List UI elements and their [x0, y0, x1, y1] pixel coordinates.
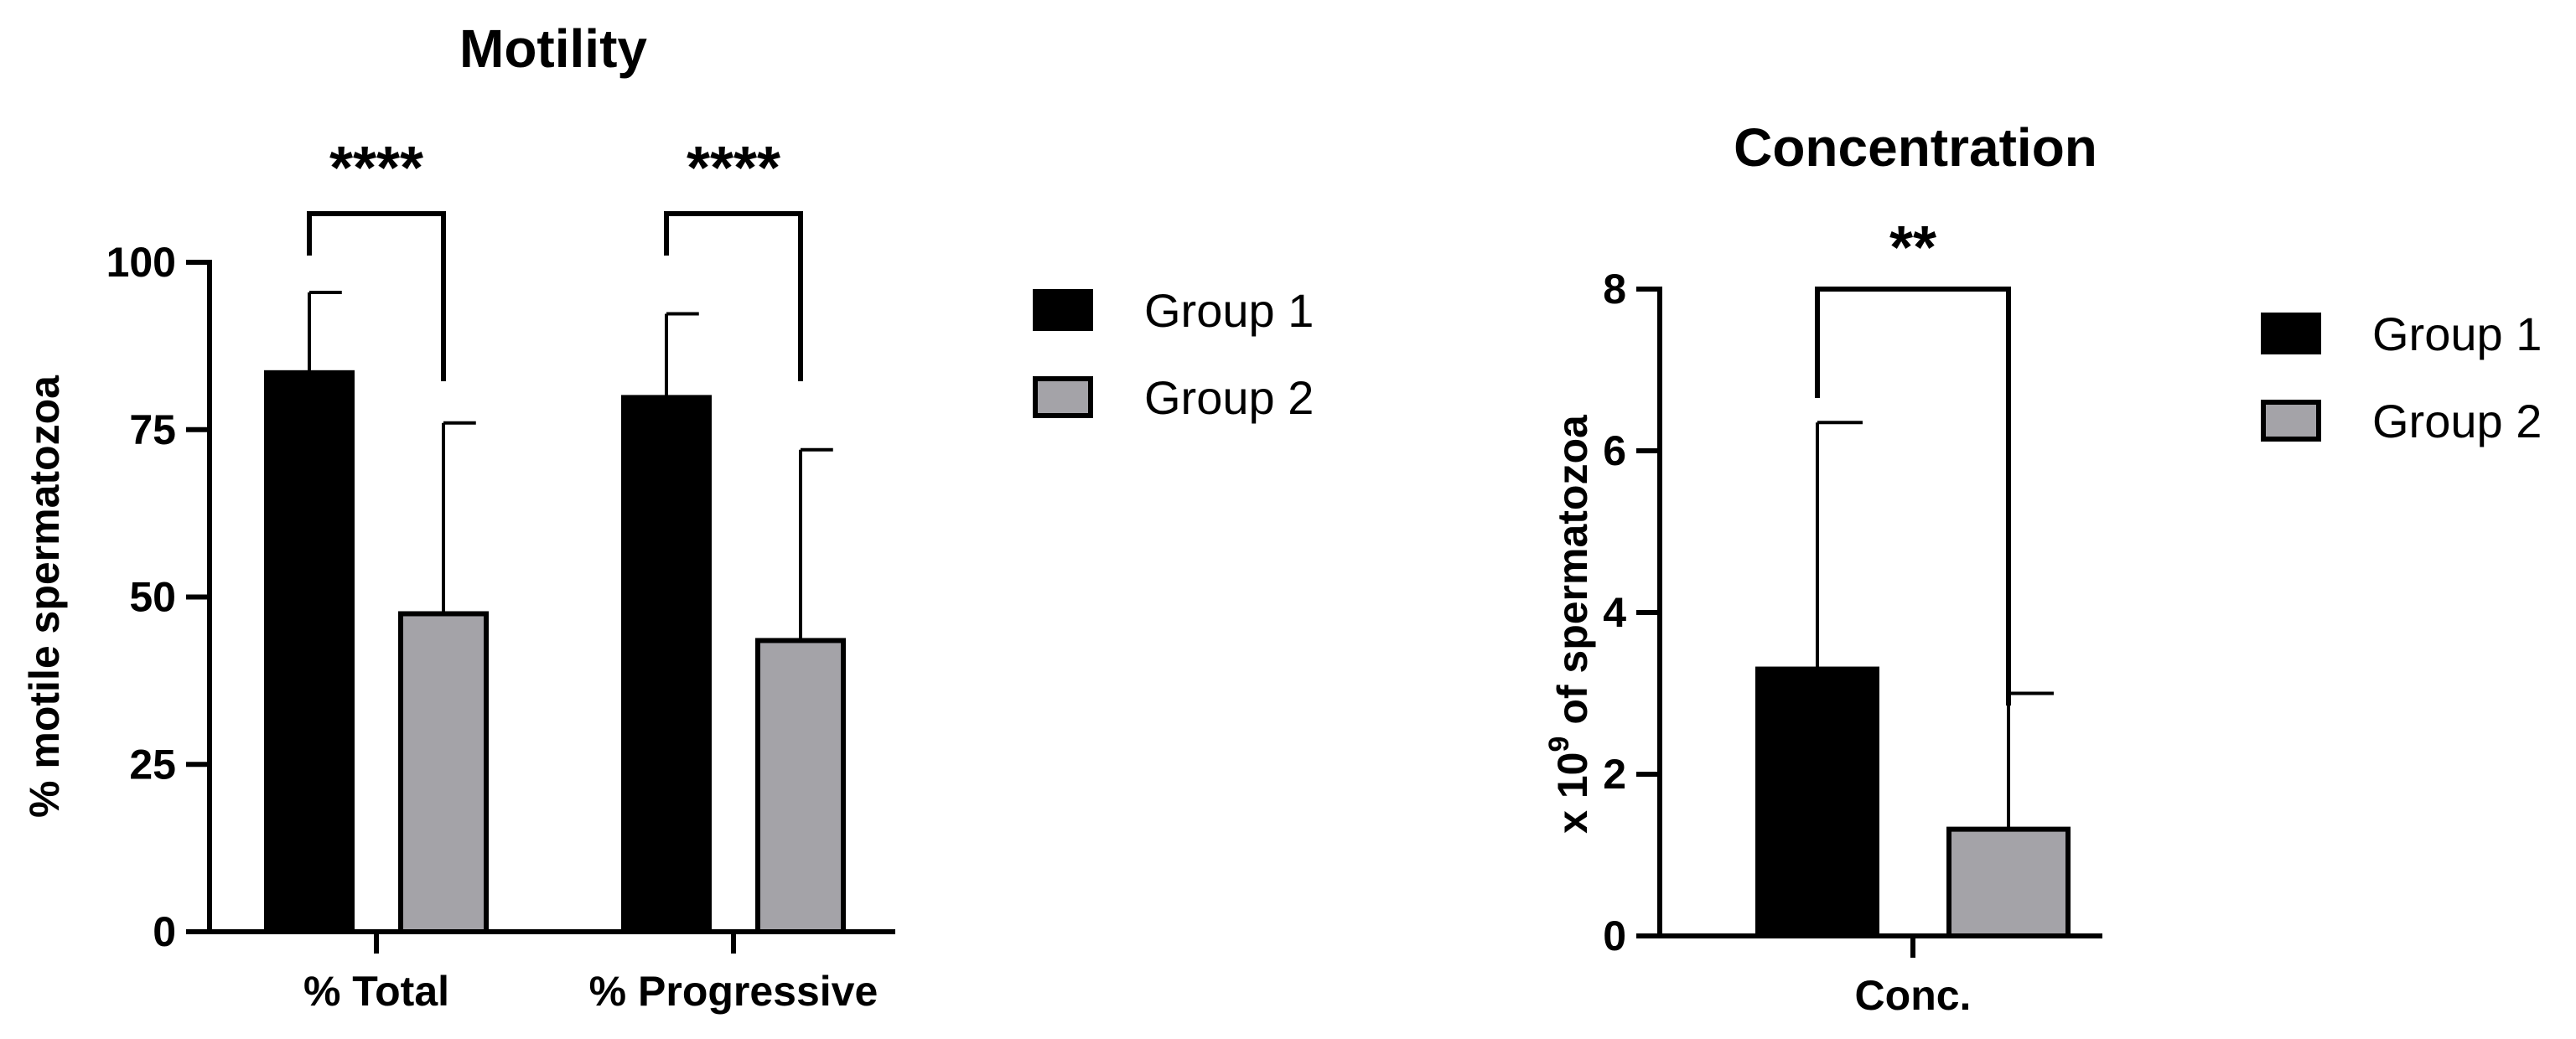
y-tick-label: 8 — [1603, 266, 1626, 313]
y-tick-label: 75 — [129, 406, 176, 453]
bar-group-2 — [398, 611, 489, 934]
y-axis-label: % motile spermatozoa — [21, 375, 68, 818]
y-tick-label: 2 — [1603, 751, 1626, 798]
y-tick-label: 4 — [1603, 589, 1626, 636]
x-tick-label: Conc. — [1855, 972, 1972, 1019]
chart-title: Concentration — [1734, 117, 2097, 178]
chart-0: Motility % motile spermatozoa 0 25 50 75 100 % … — [21, 18, 1314, 1015]
bar-group-1 — [1755, 666, 1879, 938]
chart-1: Concentration x 109 of spermatozoa 0 2 4 6 8 Co… — [1543, 117, 2542, 1019]
bar-group-1 — [264, 370, 355, 934]
legend-label: Group 1 — [2372, 308, 2542, 360]
significance-bracket — [1815, 287, 2011, 706]
y-tick-label: 25 — [129, 741, 176, 788]
y-tick-label: 0 — [1603, 912, 1626, 959]
bar-group-1 — [621, 395, 712, 934]
chart-title: Motility — [459, 18, 647, 79]
significance-bracket — [307, 211, 446, 381]
y-axis-label: x 109 of spermatozoa — [1543, 414, 1596, 834]
legend-swatch-group-1 — [1033, 289, 1093, 331]
bar-group-2 — [755, 638, 846, 934]
legend-label: Group 2 — [1144, 371, 1314, 424]
legend-swatch-group-1 — [2261, 313, 2321, 354]
y-tick-label: 6 — [1603, 427, 1626, 474]
legend-swatch-group-2 — [2261, 400, 2321, 442]
significance-bracket — [664, 211, 803, 381]
y-tick-label: 50 — [129, 574, 176, 621]
legend-label: Group 2 — [2372, 395, 2542, 447]
y-tick-label: 0 — [153, 908, 176, 955]
x-tick-label: % Total — [303, 968, 449, 1015]
bar-group-2 — [1946, 826, 2071, 938]
legend-swatch-group-2 — [1033, 376, 1093, 418]
significance-label: ** — [1889, 215, 1936, 282]
legend-label: Group 1 — [1144, 284, 1314, 337]
x-tick-label: % Progressive — [589, 968, 879, 1015]
significance-label: **** — [687, 135, 780, 202]
significance-label: **** — [329, 135, 423, 202]
y-tick-label: 100 — [106, 239, 176, 286]
